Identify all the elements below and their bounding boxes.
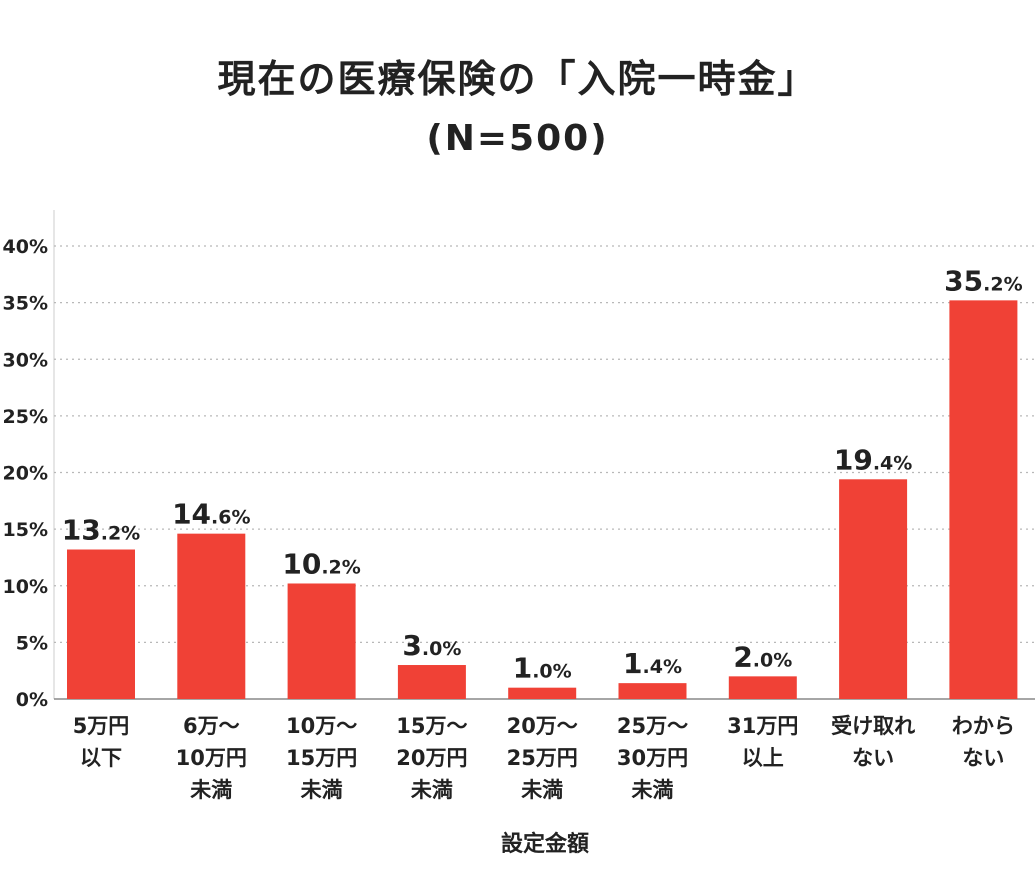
bar-value-decimal: .0% bbox=[422, 638, 461, 660]
bar bbox=[177, 533, 246, 699]
category-label: 30万円 bbox=[617, 746, 688, 770]
bar-value-decimal: .0% bbox=[532, 661, 571, 683]
y-tick-label: 10% bbox=[3, 576, 48, 598]
category-label: 以下 bbox=[80, 746, 122, 770]
category-label: わから bbox=[952, 714, 1015, 738]
category-label: 25万〜 bbox=[617, 714, 688, 738]
bar-value-decimal: .6% bbox=[211, 507, 250, 529]
category-label: 15万〜 bbox=[396, 714, 467, 738]
category-label: 以上 bbox=[742, 746, 784, 770]
y-tick-label: 0% bbox=[16, 689, 48, 711]
y-tick-label: 35% bbox=[3, 293, 48, 315]
category-label: 5万円 bbox=[73, 714, 130, 738]
bar-value-integer: 3 bbox=[402, 629, 421, 662]
category-label: 未満 bbox=[301, 778, 343, 802]
bar-value-integer: 2 bbox=[733, 640, 752, 673]
category-label: 10万円 bbox=[176, 746, 247, 770]
category-label: 25万円 bbox=[507, 746, 578, 770]
category-label: 20万〜 bbox=[507, 714, 578, 738]
category-label: 未満 bbox=[521, 778, 563, 802]
bar-value-label: 2.0% bbox=[733, 640, 792, 673]
bar-value-integer: 35 bbox=[944, 264, 983, 297]
category-label: 31万円 bbox=[727, 714, 798, 738]
category-label: ない bbox=[962, 746, 1004, 770]
category-label: ない bbox=[852, 746, 894, 770]
category-label: 受け取れ bbox=[831, 714, 915, 738]
category-label: 10万〜 bbox=[286, 714, 357, 738]
y-tick-label: 5% bbox=[16, 632, 48, 654]
bar bbox=[949, 300, 1018, 699]
bar-value-integer: 14 bbox=[172, 498, 211, 531]
bar-value-integer: 19 bbox=[834, 443, 873, 476]
bar-value-label: 10.2% bbox=[282, 547, 360, 580]
bar bbox=[67, 549, 135, 699]
bar-value-integer: 10 bbox=[282, 547, 321, 580]
bar-value-label: 19.4% bbox=[834, 443, 912, 476]
x-axis-label: 設定金額 bbox=[501, 831, 589, 857]
y-tick-label: 15% bbox=[3, 519, 48, 541]
bar-value-integer: 1 bbox=[513, 652, 532, 685]
y-tick-label: 40% bbox=[3, 236, 48, 258]
bar-value-decimal: .4% bbox=[643, 656, 682, 678]
bar bbox=[508, 687, 577, 699]
bar-value-decimal: .2% bbox=[983, 273, 1022, 295]
chart-title: 現在の医療保険の「入院一時金」 bbox=[217, 57, 818, 101]
bar-value-decimal: .0% bbox=[753, 649, 792, 671]
category-label: 未満 bbox=[632, 778, 674, 802]
bar-value-label: 13.2% bbox=[62, 514, 140, 547]
bar-value-decimal: .4% bbox=[873, 452, 912, 474]
category-label: 20万円 bbox=[396, 746, 467, 770]
bar-value-label: 35.2% bbox=[944, 264, 1022, 297]
bar bbox=[728, 676, 797, 699]
bar bbox=[397, 665, 466, 699]
chart-subtitle: (N=500) bbox=[426, 118, 609, 159]
bar-value-integer: 1 bbox=[623, 647, 642, 680]
category-label: 未満 bbox=[190, 778, 232, 802]
y-tick-label: 25% bbox=[3, 406, 48, 428]
bar-value-label: 1.0% bbox=[513, 652, 572, 685]
category-label: 15万円 bbox=[286, 746, 357, 770]
y-tick-label: 30% bbox=[3, 349, 48, 371]
bar-value-label: 1.4% bbox=[623, 647, 682, 680]
bar-value-decimal: .2% bbox=[321, 556, 360, 578]
bar bbox=[839, 479, 908, 699]
bar-value-integer: 13 bbox=[62, 514, 101, 547]
bar bbox=[618, 683, 687, 699]
bar bbox=[287, 583, 356, 699]
bar-value-label: 3.0% bbox=[402, 629, 461, 662]
category-label: 未満 bbox=[411, 778, 453, 802]
y-tick-label: 20% bbox=[3, 463, 48, 485]
bar-value-decimal: .2% bbox=[101, 523, 140, 545]
bar-value-label: 14.6% bbox=[172, 498, 250, 531]
category-label: 6万〜 bbox=[183, 714, 240, 738]
